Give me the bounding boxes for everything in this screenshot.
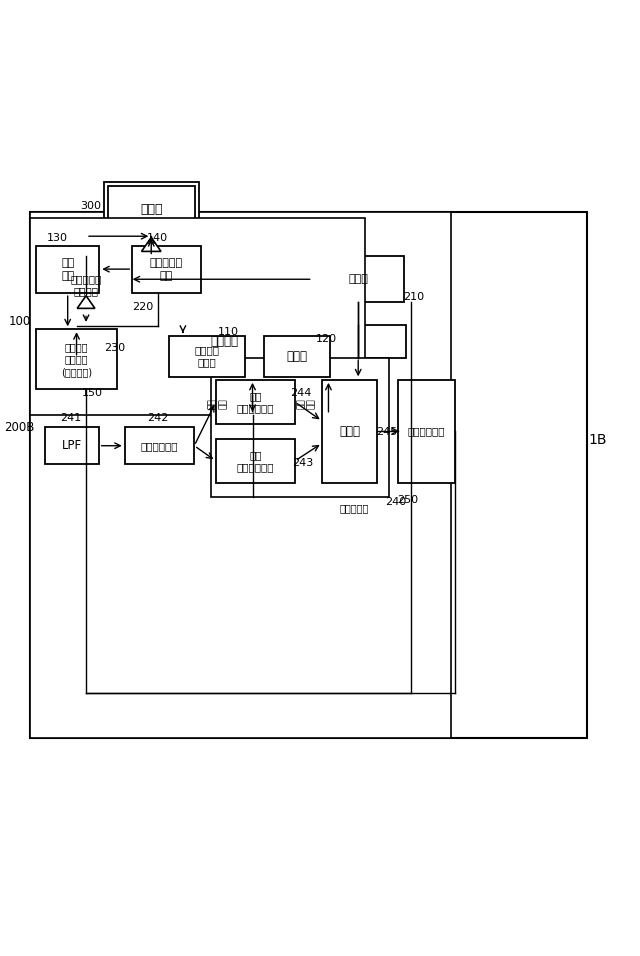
Text: 110: 110: [218, 327, 239, 337]
FancyBboxPatch shape: [29, 212, 451, 737]
Text: 第１
レギュレータ: 第１ レギュレータ: [237, 449, 274, 472]
Text: 撮像回路: 撮像回路: [211, 335, 238, 348]
Text: 243: 243: [292, 458, 313, 467]
Text: 230: 230: [104, 342, 125, 353]
Text: 1B: 1B: [588, 433, 607, 447]
Text: ドライバー
回路: ドライバー 回路: [150, 258, 183, 281]
Polygon shape: [77, 295, 95, 309]
FancyBboxPatch shape: [42, 256, 130, 314]
Text: メモリ: メモリ: [287, 350, 308, 362]
FancyBboxPatch shape: [169, 336, 245, 377]
Text: 240: 240: [385, 497, 406, 507]
FancyBboxPatch shape: [104, 183, 198, 236]
FancyBboxPatch shape: [216, 380, 295, 424]
FancyBboxPatch shape: [108, 186, 195, 232]
FancyBboxPatch shape: [211, 358, 388, 497]
FancyBboxPatch shape: [29, 212, 587, 737]
Text: 210: 210: [403, 292, 424, 302]
FancyBboxPatch shape: [313, 256, 404, 302]
Text: 200B: 200B: [4, 421, 35, 434]
Text: 300: 300: [81, 201, 101, 211]
Text: 電源回路部: 電源回路部: [339, 503, 369, 513]
Text: 電源部: 電源部: [349, 274, 369, 284]
Text: 120: 120: [316, 334, 337, 344]
Text: ロックレバー: ロックレバー: [408, 426, 445, 437]
Polygon shape: [141, 237, 161, 251]
Text: 242: 242: [147, 413, 168, 423]
FancyBboxPatch shape: [42, 325, 406, 358]
Text: コンパレータ: コンパレータ: [141, 441, 178, 450]
Text: 150: 150: [82, 388, 102, 398]
FancyBboxPatch shape: [322, 380, 377, 483]
FancyBboxPatch shape: [216, 439, 295, 483]
Text: リレー: リレー: [339, 425, 360, 438]
Text: 220: 220: [132, 302, 154, 312]
Text: 241: 241: [60, 413, 81, 423]
Text: 244: 244: [291, 387, 312, 398]
FancyBboxPatch shape: [264, 336, 330, 377]
Text: スコープ
制御部: スコープ 制御部: [195, 345, 220, 367]
Text: 250: 250: [397, 495, 418, 505]
Text: 100: 100: [8, 315, 31, 328]
Text: 140: 140: [147, 232, 168, 243]
Text: 130: 130: [47, 232, 68, 243]
Text: 第２
レギュレータ: 第２ レギュレータ: [237, 391, 274, 413]
Text: 電源
供給: 電源 供給: [296, 398, 316, 408]
Text: 電源
供給: 電源 供給: [208, 398, 227, 408]
FancyBboxPatch shape: [36, 246, 99, 293]
FancyBboxPatch shape: [45, 427, 99, 464]
FancyBboxPatch shape: [132, 246, 200, 293]
Text: 撮像
素子: 撮像 素子: [61, 258, 74, 281]
Text: 245: 245: [376, 427, 398, 438]
Text: ビデオ信号
処理回路: ビデオ信号 処理回路: [70, 273, 102, 296]
FancyBboxPatch shape: [125, 427, 195, 464]
Text: LPF: LPF: [61, 439, 82, 452]
FancyBboxPatch shape: [29, 219, 365, 415]
Text: 映像信号
処理回路
(撮像素子): 映像信号 処理回路 (撮像素子): [61, 342, 92, 377]
FancyBboxPatch shape: [36, 329, 117, 389]
FancyBboxPatch shape: [398, 380, 455, 483]
Text: モニタ: モニタ: [140, 203, 163, 216]
